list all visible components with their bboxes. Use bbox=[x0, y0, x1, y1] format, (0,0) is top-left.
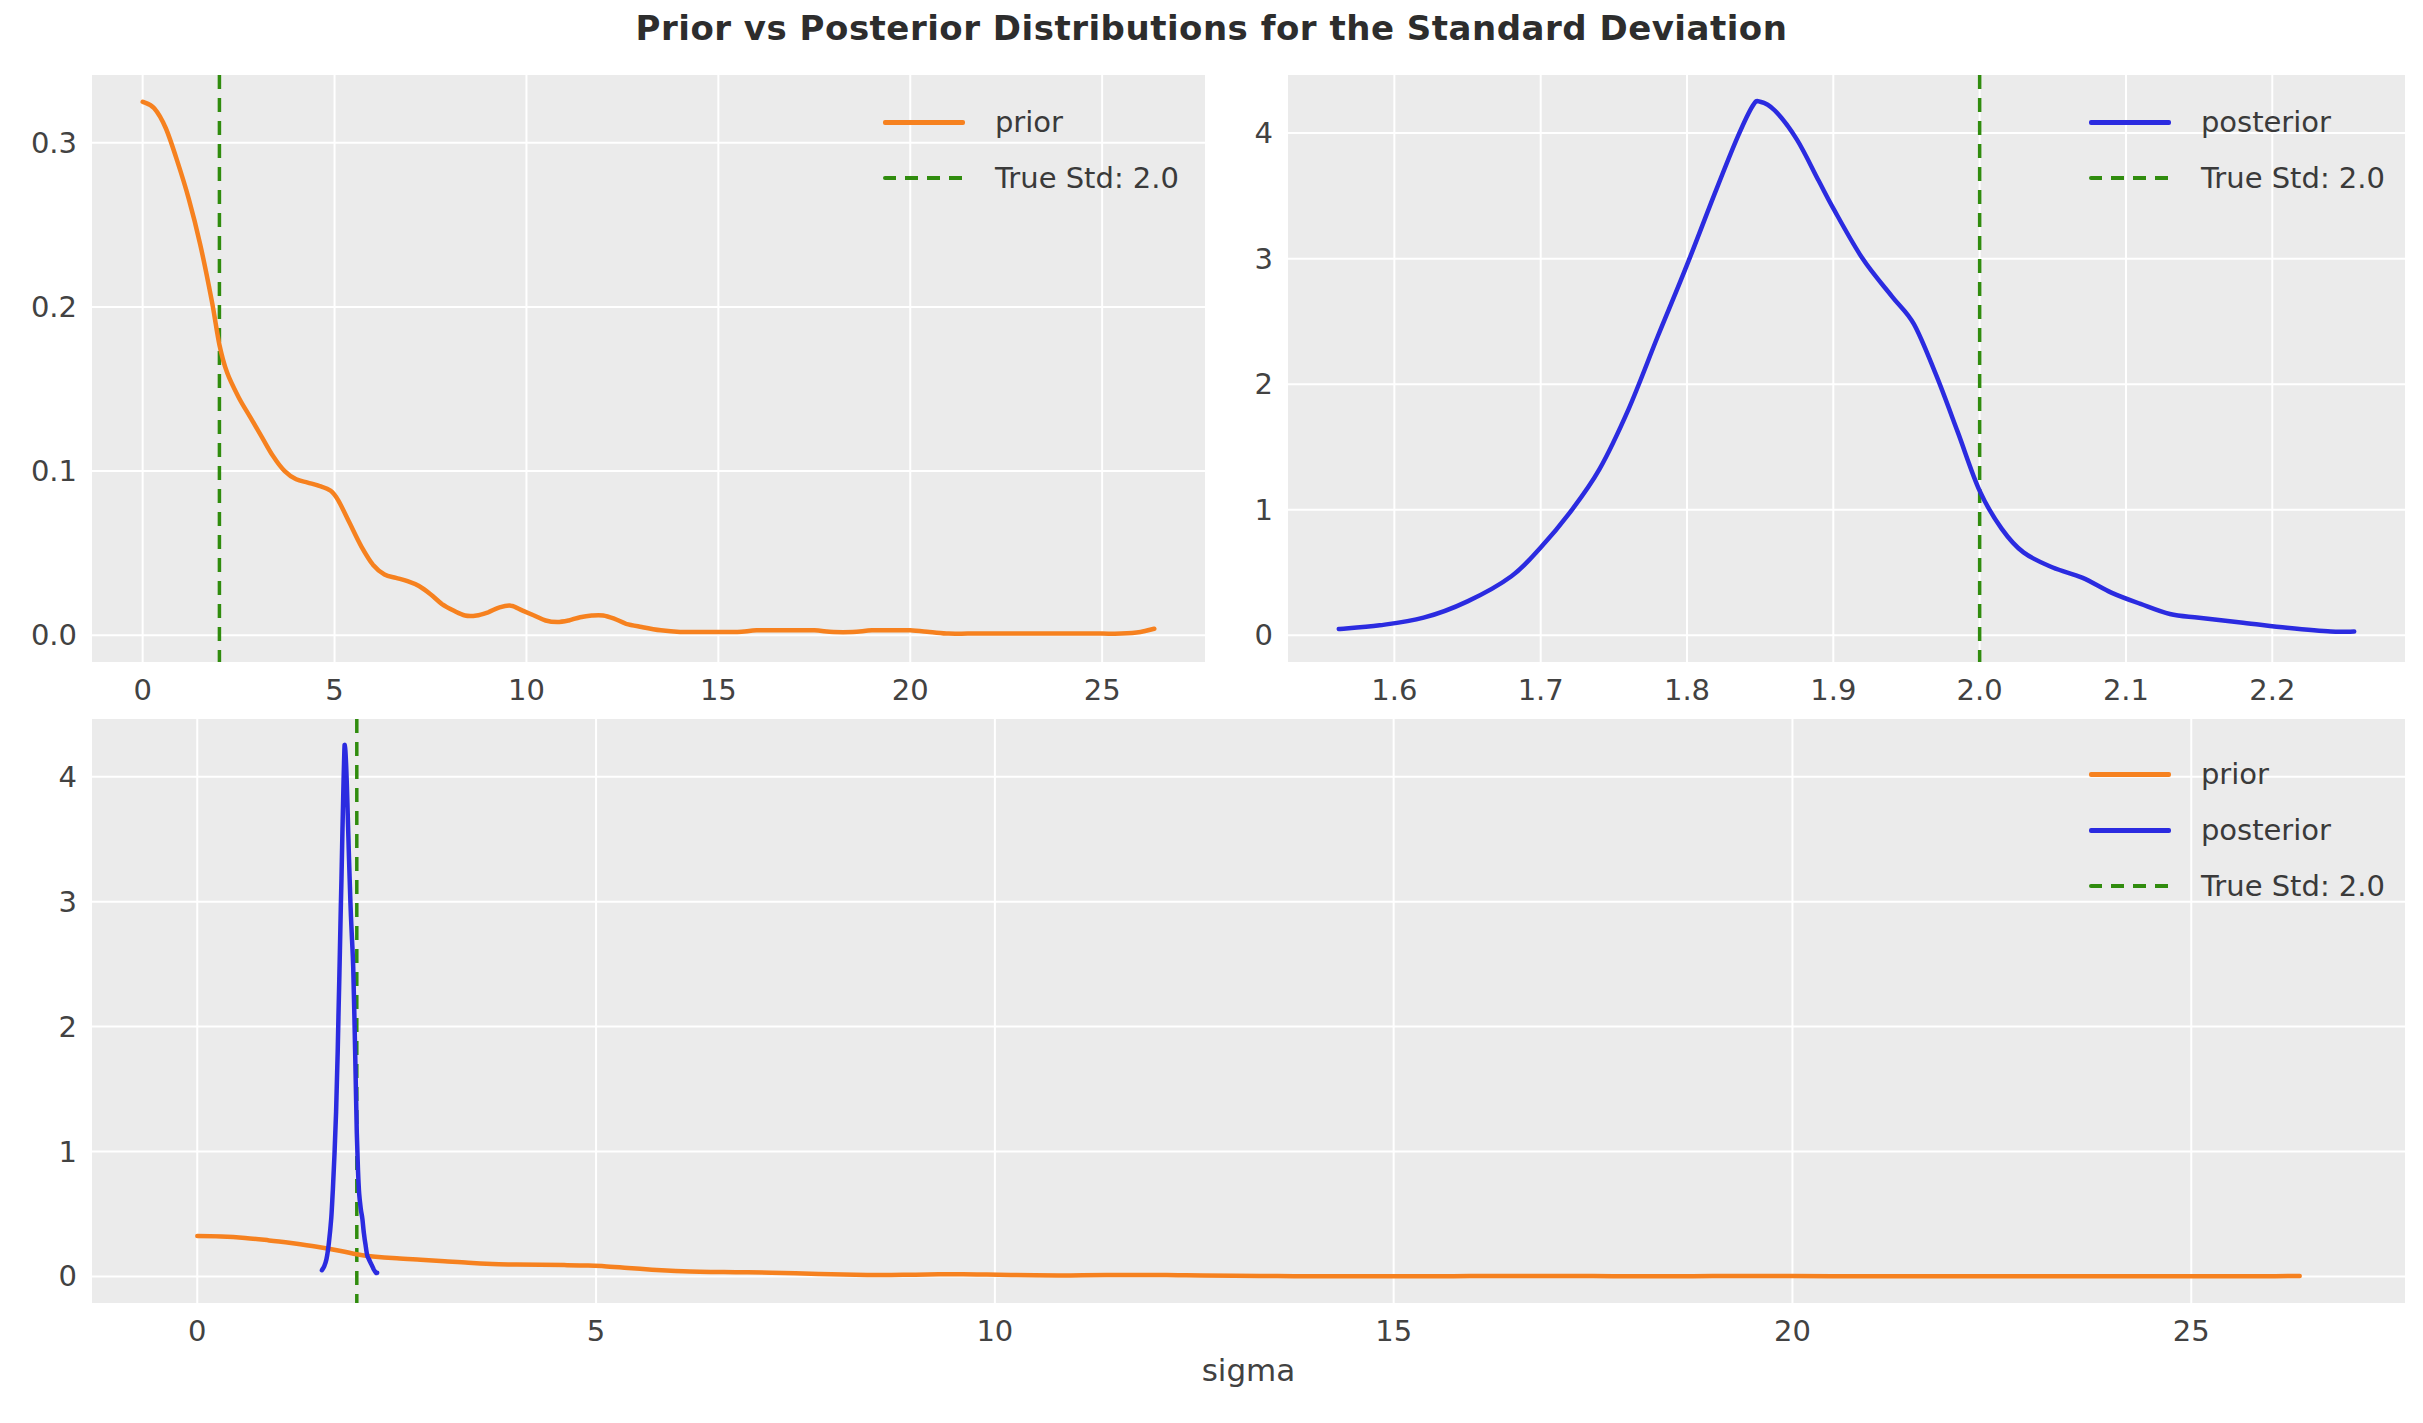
true-std-line-swatch bbox=[883, 176, 965, 180]
posterior-curve bbox=[322, 745, 377, 1273]
x-tick-label: 2.1 bbox=[2103, 676, 2149, 705]
y-tick-label: 0.1 bbox=[31, 457, 77, 486]
legend-label: prior bbox=[2201, 760, 2269, 789]
legend-row: True Std: 2.0 bbox=[2089, 865, 2385, 907]
combined-plot-canvas bbox=[92, 719, 2405, 1303]
y-tick-label: 0 bbox=[59, 1262, 77, 1291]
legend-label: posterior bbox=[2201, 108, 2331, 137]
y-tick-label: 1 bbox=[1255, 495, 1273, 524]
y-tick-label: 4 bbox=[1255, 119, 1273, 148]
figure-title: Prior vs Posterior Distributions for the… bbox=[0, 8, 2423, 48]
y-tick-label: 0.2 bbox=[31, 292, 77, 321]
prior-plot-panel: prior True Std: 2.0 05101520250.00.10.20… bbox=[92, 75, 1205, 662]
y-tick-label: 2 bbox=[59, 1012, 77, 1041]
prior-plot-legend: prior True Std: 2.0 bbox=[883, 101, 1179, 199]
y-tick-label: 3 bbox=[1255, 244, 1273, 273]
y-tick-label: 0 bbox=[1255, 621, 1273, 650]
prior-curve bbox=[197, 1236, 2299, 1276]
x-tick-label: 25 bbox=[2173, 1317, 2210, 1346]
x-tick-label: 20 bbox=[892, 676, 929, 705]
x-tick-label: 2.0 bbox=[1957, 676, 2003, 705]
x-tick-label: 1.7 bbox=[1518, 676, 1564, 705]
x-tick-label: 15 bbox=[700, 676, 737, 705]
x-tick-label: 25 bbox=[1084, 676, 1121, 705]
x-tick-label: 0 bbox=[133, 676, 151, 705]
legend-label: True Std: 2.0 bbox=[995, 164, 1179, 193]
true-std-line-swatch bbox=[2089, 884, 2171, 888]
posterior-plot-legend: posterior True Std: 2.0 bbox=[2089, 101, 2385, 199]
figure: Prior vs Posterior Distributions for the… bbox=[0, 0, 2423, 1423]
x-tick-label: 0 bbox=[188, 1317, 206, 1346]
legend-row: posterior bbox=[2089, 101, 2385, 143]
legend-label: True Std: 2.0 bbox=[2201, 164, 2385, 193]
y-tick-label: 3 bbox=[59, 887, 77, 916]
x-tick-label: 5 bbox=[587, 1317, 605, 1346]
combined-plot-panel: prior posterior True Std: 2.0 0510152025… bbox=[92, 719, 2405, 1303]
legend-row: prior bbox=[883, 101, 1179, 143]
prior-line-swatch bbox=[2089, 772, 2171, 777]
legend-row: posterior bbox=[2089, 809, 2385, 851]
y-tick-label: 1 bbox=[59, 1137, 77, 1166]
posterior-plot-panel: posterior True Std: 2.0 1.61.71.81.92.02… bbox=[1288, 75, 2405, 662]
y-tick-label: 0.3 bbox=[31, 128, 77, 157]
x-tick-label: 10 bbox=[508, 676, 545, 705]
legend-label: prior bbox=[995, 108, 1063, 137]
legend-label: posterior bbox=[2201, 816, 2331, 845]
x-tick-label: 10 bbox=[976, 1317, 1013, 1346]
x-tick-label: 1.6 bbox=[1371, 676, 1417, 705]
x-tick-label: 2.2 bbox=[2249, 676, 2295, 705]
x-tick-label: 1.9 bbox=[1810, 676, 1856, 705]
x-tick-label: 15 bbox=[1375, 1317, 1412, 1346]
posterior-line-swatch bbox=[2089, 120, 2171, 125]
x-axis-label-sigma: sigma bbox=[92, 1352, 2405, 1388]
y-tick-label: 4 bbox=[59, 762, 77, 791]
legend-label: True Std: 2.0 bbox=[2201, 872, 2385, 901]
x-tick-label: 5 bbox=[325, 676, 343, 705]
true-std-line-swatch bbox=[2089, 176, 2171, 180]
legend-row: True Std: 2.0 bbox=[883, 157, 1179, 199]
x-tick-label: 20 bbox=[1774, 1317, 1811, 1346]
y-tick-label: 2 bbox=[1255, 370, 1273, 399]
legend-row: True Std: 2.0 bbox=[2089, 157, 2385, 199]
y-tick-label: 0.0 bbox=[31, 621, 77, 650]
x-tick-label: 1.8 bbox=[1664, 676, 1710, 705]
combined-plot-legend: prior posterior True Std: 2.0 bbox=[2089, 753, 2385, 907]
legend-row: prior bbox=[2089, 753, 2385, 795]
posterior-line-swatch bbox=[2089, 828, 2171, 833]
prior-line-swatch bbox=[883, 120, 965, 125]
